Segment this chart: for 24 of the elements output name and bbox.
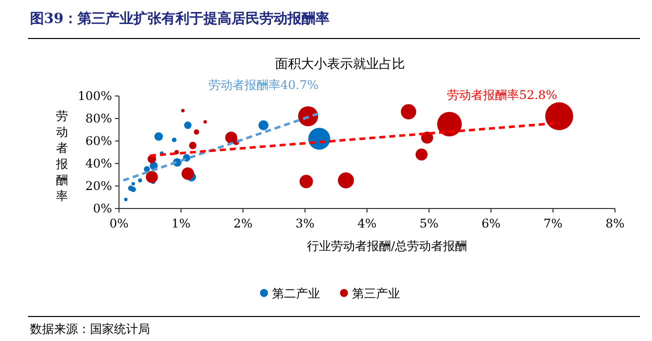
- x-tick-label: 1%: [171, 216, 191, 230]
- y-tick-label: 100%: [78, 89, 112, 103]
- source-note: 数据来源：国家统计局: [30, 322, 150, 336]
- legend-label: 第三产业: [352, 286, 400, 300]
- x-tick-label: 7%: [543, 216, 563, 230]
- series-label: 劳动者报酬率52.8%: [447, 88, 558, 102]
- y-tick-label: 0%: [92, 202, 112, 216]
- x-tick-label: 0%: [109, 216, 129, 230]
- x-axis-title: 行业劳动者报酬/总劳动者报酬: [306, 239, 468, 253]
- legend-label: 第二产业: [272, 286, 320, 300]
- x-tick-label: 4%: [357, 216, 377, 230]
- x-tick-label: 5%: [419, 216, 439, 230]
- x-tick-label: 8%: [605, 216, 625, 230]
- y-axis-title: 劳动者报酬率: [55, 109, 68, 203]
- y-tick-label: 60%: [85, 134, 112, 148]
- y-tick-label: 40%: [85, 156, 112, 170]
- y-tick-label: 80%: [85, 112, 112, 126]
- x-tick-label: 3%: [295, 216, 315, 230]
- x-tick-label: 6%: [481, 216, 501, 230]
- series-label: 劳动者报酬率40.7%: [208, 78, 318, 92]
- y-tick-label: 20%: [85, 179, 112, 193]
- chart-subtitle: 面积大小表示就业占比: [275, 57, 405, 72]
- chart-title: 图39：第三产业扩张有利于提高居民劳动报酬率: [30, 10, 330, 27]
- x-tick-label: 2%: [233, 216, 253, 230]
